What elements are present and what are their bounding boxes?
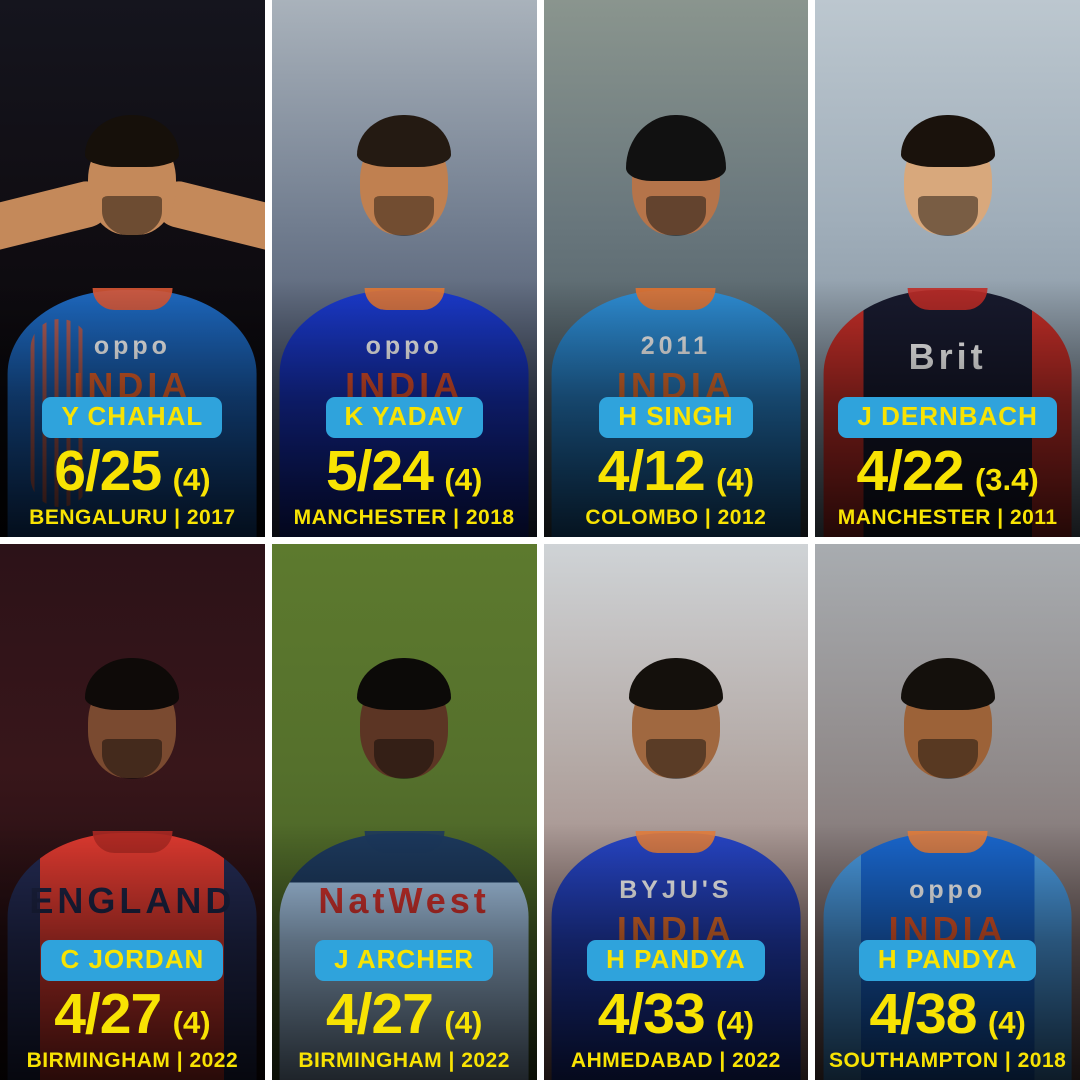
player-name-badge: C JORDAN [41, 940, 224, 981]
photo-shade-gradient [271, 543, 537, 1080]
bowling-figures: 4/33 (4) [544, 986, 809, 1043]
figures-overs: (4) [716, 1005, 755, 1040]
figures-overs: (3.4) [974, 461, 1039, 497]
figures-overs: (4) [716, 461, 755, 497]
venue-year: COLOMBO | 2012 [585, 505, 767, 529]
venue-year: SOUTHAMPTON | 2018 [828, 1049, 1067, 1072]
player-card: NatWest J ARCHER 4/27 (4) BIRMINGHAM | 2… [271, 543, 537, 1080]
figures-wickets-runs: 4/22 [856, 438, 965, 503]
bowling-figures: 4/27 (4) [272, 986, 537, 1043]
figures-wickets-runs: 4/12 [597, 438, 706, 503]
figures-overs: (4) [172, 1005, 211, 1040]
player-name-badge: H PANDYA [858, 940, 1037, 981]
player-name-badge: H SINGH [599, 396, 753, 438]
bowling-figures: 5/24 (4) [272, 442, 537, 500]
player-card: oppo INDIA K YADAV 5/24 (4) MANCHESTER |… [271, 0, 537, 537]
player-card: 2011 INDIA H SINGH 4/12 (4) COLOMBO | 20… [543, 0, 809, 537]
stat-overlay: J ARCHER 4/27 (4) BIRMINGHAM | 2022 [272, 940, 537, 1073]
bowling-figures: 4/38 (4) [815, 986, 1080, 1043]
figures-overs: (4) [987, 1005, 1026, 1040]
bowling-figures: 4/22 (3.4) [815, 442, 1080, 500]
stat-overlay: K YADAV 5/24 (4) MANCHESTER | 2018 [272, 396, 537, 530]
stat-overlay: J DERNBACH 4/22 (3.4) MANCHESTER | 2011 [815, 396, 1080, 530]
venue-year: MANCHESTER | 2011 [837, 505, 1058, 529]
stat-overlay: C JORDAN 4/27 (4) BIRMINGHAM | 2022 [0, 940, 265, 1073]
figures-wickets-runs: 5/24 [325, 438, 434, 503]
stat-overlay: Y CHAHAL 6/25 (4) BENGALURU | 2017 [0, 396, 265, 530]
bowling-figures: 6/25 (4) [0, 442, 265, 500]
venue-year: AHMEDABAD | 2022 [570, 1049, 781, 1072]
photo-shade-gradient [543, 543, 809, 1080]
figures-wickets-runs: 6/25 [54, 438, 162, 503]
player-card: oppo INDIA H PANDYA 4/38 (4) SOUTHAMPTON… [815, 543, 1080, 1080]
photo-shade-gradient [815, 543, 1080, 1080]
photo-shade-gradient [543, 0, 809, 537]
venue-year: BENGALURU | 2017 [29, 505, 236, 529]
figures-wickets-runs: 4/27 [325, 982, 434, 1046]
stat-overlay: H PANDYA 4/33 (4) AHMEDABAD | 2022 [544, 940, 809, 1073]
stat-overlay: H PANDYA 4/38 (4) SOUTHAMPTON | 2018 [815, 940, 1080, 1073]
player-card: BYJU'S INDIA H PANDYA 4/33 (4) AHMEDABAD… [543, 543, 809, 1080]
photo-shade-gradient [271, 0, 537, 537]
figures-overs: (4) [444, 461, 483, 497]
bowling-figures: 4/12 (4) [544, 442, 809, 500]
venue-year: BIRMINGHAM | 2022 [26, 1049, 239, 1072]
bowling-figures: 4/27 (4) [0, 986, 265, 1043]
player-card: ENGLAND C JORDAN 4/27 (4) BIRMINGHAM | 2… [0, 543, 265, 1080]
venue-year: BIRMINGHAM | 2022 [298, 1049, 510, 1072]
figures-overs: (4) [444, 1005, 483, 1040]
player-card: oppo INDIA Y CHAHAL 6/25 (4) BENGALURU |… [0, 0, 265, 537]
player-name-badge: Y CHAHAL [42, 396, 223, 438]
stat-overlay: H SINGH 4/12 (4) COLOMBO | 2012 [544, 396, 809, 530]
player-name-badge: H PANDYA [587, 940, 765, 981]
photo-shade-gradient [815, 0, 1080, 537]
photo-shade-gradient [0, 0, 265, 537]
player-name-badge: K YADAV [325, 396, 483, 438]
figures-wickets-runs: 4/27 [54, 982, 162, 1046]
player-name-badge: J ARCHER [315, 940, 494, 981]
figures-wickets-runs: 4/38 [869, 982, 977, 1046]
player-card: Brit J DERNBACH 4/22 (3.4) MANCHESTER | … [815, 0, 1080, 537]
figures-wickets-runs: 4/33 [597, 982, 706, 1046]
player-name-badge: J DERNBACH [838, 396, 1057, 438]
venue-year: MANCHESTER | 2018 [293, 505, 515, 529]
figures-overs: (4) [172, 461, 211, 497]
photo-shade-gradient [0, 543, 265, 1080]
